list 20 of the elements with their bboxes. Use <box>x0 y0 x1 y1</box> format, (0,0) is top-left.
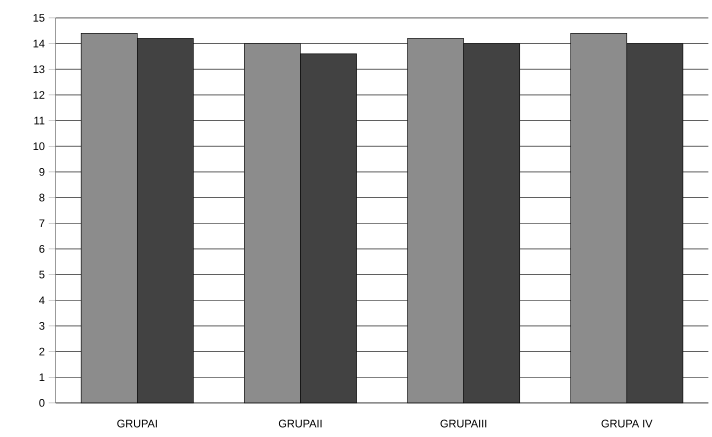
x-tick-label: GRUPAIII <box>440 420 486 428</box>
y-tick-label: 12 <box>34 91 44 99</box>
y-tick-label: 8 <box>39 194 44 202</box>
y-tick-label: 7 <box>39 220 44 228</box>
y-tick-label: 1 <box>40 374 44 382</box>
x-tick-label: GRUPAI <box>117 420 157 428</box>
y-tick-label: 6 <box>39 245 44 253</box>
y-tick-label: 14 <box>34 40 45 48</box>
y-tick-label: 9 <box>39 168 44 176</box>
y-tick-label: 2 <box>39 348 44 356</box>
y-tick-label: 5 <box>39 270 44 279</box>
x-tick-label: GRUPAII <box>278 420 322 428</box>
y-tick-label: 11 <box>34 116 44 124</box>
y-tick-label: 0 <box>39 399 44 407</box>
y-tick-label: 10 <box>34 142 44 150</box>
y-tick-label: 3 <box>39 322 44 330</box>
x-tick-label: GRUPA IV <box>602 420 652 428</box>
y-tick-label: 15 <box>34 14 44 22</box>
y-tick-label: 4 <box>39 296 45 304</box>
y-tick-label: 13 <box>34 65 44 74</box>
